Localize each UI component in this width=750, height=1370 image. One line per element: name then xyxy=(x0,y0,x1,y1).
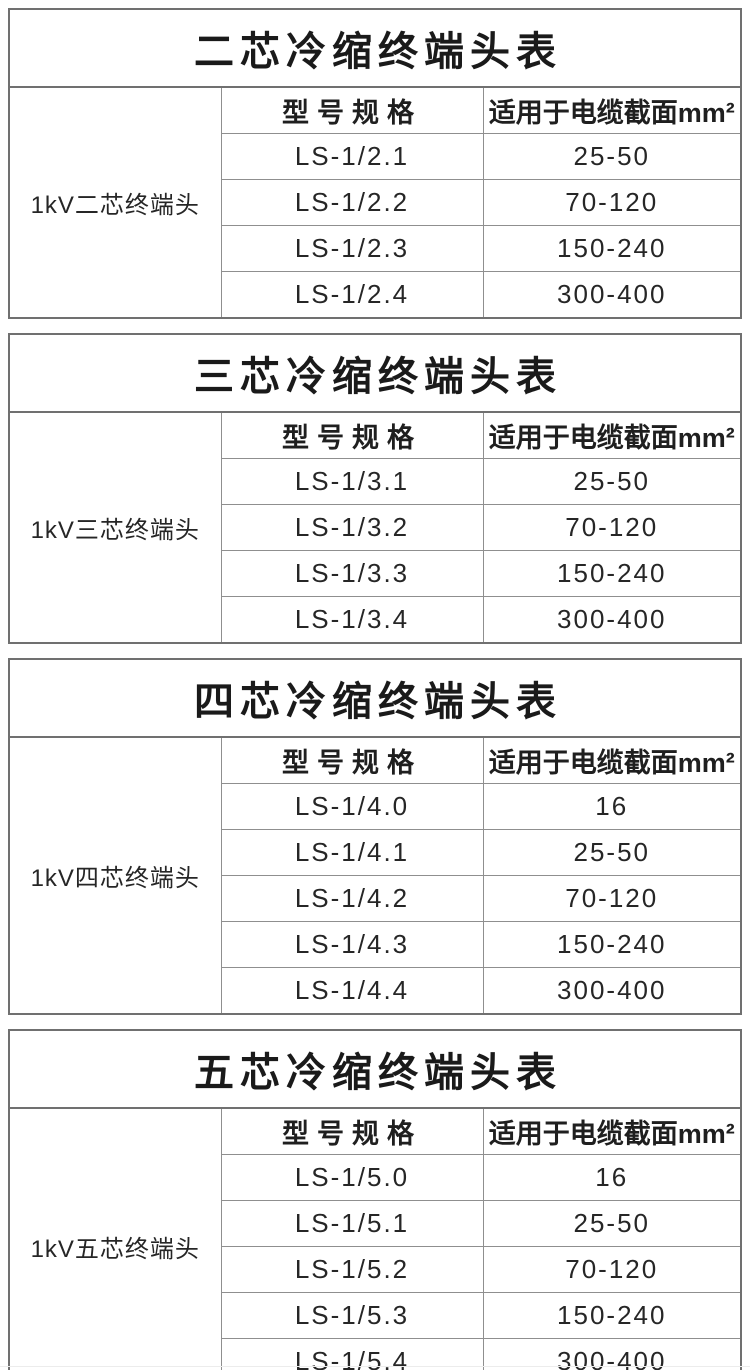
header-row: 1kV三芯终端头 型号规格 适用于电缆截面mm² xyxy=(10,413,740,544)
column-header-section: 适用于电缆截面mm² xyxy=(482,1109,740,1155)
header-row: 1kV五芯终端头 型号规格 适用于电缆截面mm² xyxy=(10,1109,740,1263)
section-cell: 25-50 xyxy=(482,458,740,505)
spec-table: 1kV三芯终端头 型号规格 适用于电缆截面mm² LS-1/3.1 25-50 … xyxy=(10,413,740,642)
table-row: LS-1/2.4 300-400 xyxy=(10,271,740,317)
column-header-section: 适用于电缆截面mm² xyxy=(482,738,740,784)
model-cell: LS-1/5.3 xyxy=(220,1292,483,1339)
column-header-model: 型号规格 xyxy=(220,1109,483,1155)
section-cell: 70-120 xyxy=(482,179,740,226)
table-row: LS-1/2.1 25-50 xyxy=(10,133,740,180)
group-label-cell: 1kV三芯终端头 xyxy=(30,517,200,544)
table-row: LS-1/4.1 25-50 xyxy=(10,829,740,876)
section-cell: 25-50 xyxy=(482,133,740,180)
model-cell: LS-1/4.0 xyxy=(220,783,483,830)
section-cell: 150-240 xyxy=(482,921,740,968)
model-cell: LS-1/4.4 xyxy=(220,967,483,1013)
table-section-five-core: 五芯冷缩终端头表 1kV五芯终端头 型号规格 适用于电缆截面mm² LS-1/5… xyxy=(8,1029,742,1370)
section-cell: 150-240 xyxy=(482,225,740,272)
table-row: LS-1/5.0 16 xyxy=(10,1154,740,1201)
group-label-cell: 1kV二芯终端头 xyxy=(30,192,200,219)
section-cell: 300-400 xyxy=(482,1338,740,1370)
model-cell: LS-1/2.1 xyxy=(220,133,483,180)
model-cell: LS-1/4.2 xyxy=(220,875,483,922)
model-cell: LS-1/2.2 xyxy=(220,179,483,226)
section-cell: 300-400 xyxy=(482,596,740,642)
table-row: LS-1/2.3 150-240 xyxy=(10,225,740,272)
table-section-four-core: 四芯冷缩终端头表 1kV四芯终端头 型号规格 适用于电缆截面mm² LS-1/4… xyxy=(8,658,742,1015)
page-bottom-divider xyxy=(0,1366,750,1367)
group-label-cell: 1kV五芯终端头 xyxy=(30,1236,200,1263)
column-header-model: 型号规格 xyxy=(220,413,483,459)
spec-table: 1kV五芯终端头 型号规格 适用于电缆截面mm² LS-1/5.0 16 LS-… xyxy=(10,1109,740,1370)
table-row: LS-1/4.4 300-400 xyxy=(10,967,740,1013)
column-header-model: 型号规格 xyxy=(220,738,483,784)
table-row: LS-1/4.2 70-120 xyxy=(10,875,740,922)
model-cell: LS-1/2.3 xyxy=(220,225,483,272)
model-cell: LS-1/5.0 xyxy=(220,1154,483,1201)
model-cell: LS-1/4.1 xyxy=(220,829,483,876)
model-cell: LS-1/4.3 xyxy=(220,921,483,968)
table-row: LS-1/5.1 25-50 xyxy=(10,1200,740,1247)
table-row: LS-1/4.3 150-240 xyxy=(10,921,740,968)
section-cell: 150-240 xyxy=(482,550,740,597)
table-section-three-core: 三芯冷缩终端头表 1kV三芯终端头 型号规格 适用于电缆截面mm² LS-1/3… xyxy=(8,333,742,644)
table-row: LS-1/5.3 150-240 xyxy=(10,1292,740,1339)
section-cell: 300-400 xyxy=(482,967,740,1013)
table-row: LS-1/3.4 300-400 xyxy=(10,596,740,642)
section-cell: 150-240 xyxy=(482,1292,740,1339)
section-cell: 16 xyxy=(482,1154,740,1201)
section-cell: 16 xyxy=(482,783,740,830)
column-header-section: 适用于电缆截面mm² xyxy=(482,88,740,134)
table-row: LS-1/2.2 70-120 xyxy=(10,179,740,226)
column-header-section: 适用于电缆截面mm² xyxy=(482,413,740,459)
table-row: LS-1/5.2 70-120 xyxy=(10,1246,740,1293)
header-row: 1kV二芯终端头 型号规格 适用于电缆截面mm² xyxy=(10,88,740,219)
model-cell: LS-1/3.1 xyxy=(220,458,483,505)
header-row: 1kV四芯终端头 型号规格 适用于电缆截面mm² xyxy=(10,738,740,892)
section-cell: 70-120 xyxy=(482,504,740,551)
section-cell: 25-50 xyxy=(482,829,740,876)
model-cell: LS-1/5.2 xyxy=(220,1246,483,1293)
model-cell: LS-1/2.4 xyxy=(220,271,483,317)
table-title: 四芯冷缩终端头表 xyxy=(10,660,740,738)
table-title: 五芯冷缩终端头表 xyxy=(10,1031,740,1109)
table-row: LS-1/4.0 16 xyxy=(10,783,740,830)
section-cell: 70-120 xyxy=(482,875,740,922)
section-cell: 25-50 xyxy=(482,1200,740,1247)
table-title: 二芯冷缩终端头表 xyxy=(10,10,740,88)
spec-table: 1kV二芯终端头 型号规格 适用于电缆截面mm² LS-1/2.1 25-50 … xyxy=(10,88,740,317)
section-cell: 300-400 xyxy=(482,271,740,317)
column-header-model: 型号规格 xyxy=(220,88,483,134)
group-label-cell: 1kV四芯终端头 xyxy=(30,865,200,892)
model-cell: LS-1/3.2 xyxy=(220,504,483,551)
model-cell: LS-1/5.4 xyxy=(220,1338,483,1370)
table-row: LS-1/3.3 150-240 xyxy=(10,550,740,597)
table-row: LS-1/3.2 70-120 xyxy=(10,504,740,551)
model-cell: LS-1/3.3 xyxy=(220,550,483,597)
table-title: 三芯冷缩终端头表 xyxy=(10,335,740,413)
table-row: LS-1/3.1 25-50 xyxy=(10,458,740,505)
model-cell: LS-1/5.1 xyxy=(220,1200,483,1247)
table-section-two-core: 二芯冷缩终端头表 1kV二芯终端头 型号规格 适用于电缆截面mm² LS-1/2… xyxy=(8,8,742,319)
spec-table: 1kV四芯终端头 型号规格 适用于电缆截面mm² LS-1/4.0 16 LS-… xyxy=(10,738,740,1013)
table-row: LS-1/5.4 300-400 xyxy=(10,1338,740,1370)
model-cell: LS-1/3.4 xyxy=(220,596,483,642)
section-cell: 70-120 xyxy=(482,1246,740,1293)
